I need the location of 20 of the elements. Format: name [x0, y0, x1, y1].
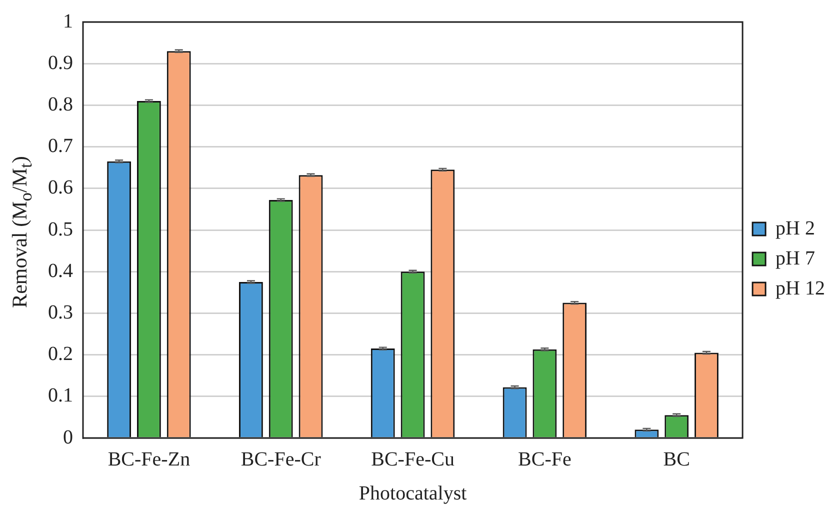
y-tick-label: 1: [63, 10, 73, 32]
x-tick-label: BC-Fe-Cr: [240, 448, 322, 470]
x-tick-label: BC: [663, 448, 690, 470]
y-tick-label: 0.5: [48, 218, 73, 240]
legend-label: pH 7: [776, 247, 816, 270]
y-tick-label: 0.2: [48, 343, 73, 366]
x-axis-title: Photocatalyst: [358, 482, 468, 504]
y-tick-label: 0.6: [48, 176, 73, 199]
y-tick-label: 0.1: [48, 384, 73, 407]
legend-label: pH 2: [776, 217, 816, 240]
y-tick-label: 0.8: [48, 93, 73, 116]
x-tick-label: BC-Fe-Zn: [108, 448, 190, 470]
y-tick-label: 0.9: [48, 52, 73, 74]
y-tick-label: 0.4: [48, 260, 73, 282]
y-tick-label: 0: [63, 426, 73, 448]
legend-label: pH 12: [776, 277, 826, 300]
y-tick-label: 0.3: [48, 301, 73, 324]
x-tick-label: BC-Fe-Cu: [371, 448, 454, 470]
y-tick-label: 0.7: [48, 135, 73, 158]
x-tick-label: BC-Fe: [518, 448, 572, 470]
